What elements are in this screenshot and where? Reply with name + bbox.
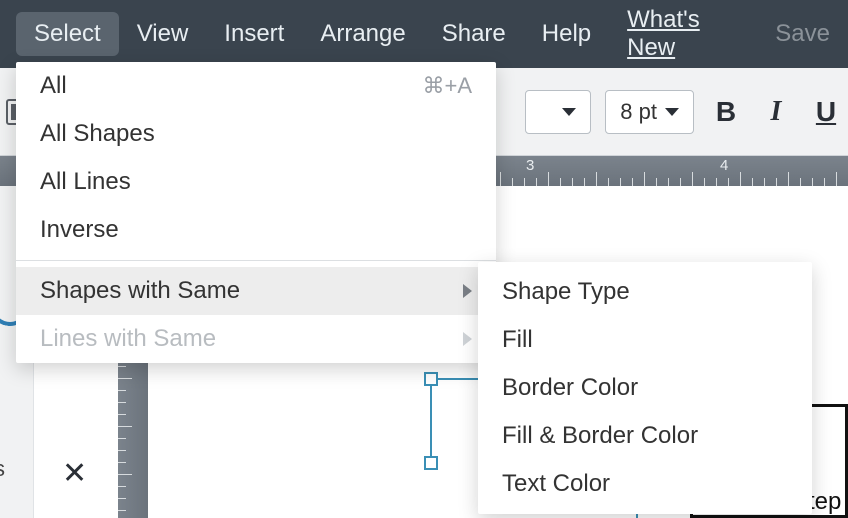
menu-select[interactable]: Select: [16, 12, 119, 56]
menu-item-label: Fill & Border Color: [502, 422, 698, 450]
menu-whats-new[interactable]: What's New: [609, 0, 757, 70]
select-menu: All ⌘+A All Shapes All Lines Inverse Sha…: [16, 62, 496, 363]
menu-item-inverse[interactable]: Inverse: [16, 206, 496, 254]
chevron-right-icon: [463, 332, 472, 346]
menu-share[interactable]: Share: [424, 12, 524, 56]
menu-separator: [16, 260, 496, 261]
menu-item-lines-with-same: Lines with Same: [16, 315, 496, 363]
selection-edge: [430, 386, 432, 466]
menu-shortcut: ⌘+A: [422, 73, 472, 99]
submenu-shape-type[interactable]: Shape Type: [478, 268, 812, 316]
submenu-text-color[interactable]: Text Color: [478, 460, 812, 508]
menu-item-all[interactable]: All ⌘+A: [16, 62, 496, 110]
chevron-down-icon: [562, 108, 576, 116]
ruler-number: 3: [526, 157, 534, 174]
menu-item-shapes-with-same[interactable]: Shapes with Same: [16, 267, 496, 315]
submenu-fill-border-color[interactable]: Fill & Border Color: [478, 412, 812, 460]
italic-button[interactable]: I: [758, 96, 794, 128]
menu-item-label: All Shapes: [40, 120, 155, 148]
menu-item-all-shapes[interactable]: All Shapes: [16, 110, 496, 158]
menubar: Select View Insert Arrange Share Help Wh…: [0, 0, 848, 68]
selection-handle[interactable]: [424, 372, 438, 386]
font-size-select[interactable]: 8 pt: [605, 90, 694, 134]
underline-button[interactable]: U: [808, 96, 844, 128]
menu-item-label: Shapes with Same: [40, 277, 240, 305]
menu-item-label: All: [40, 72, 67, 100]
menu-insert[interactable]: Insert: [206, 12, 302, 56]
menu-item-label: Text Color: [502, 470, 610, 498]
submenu-border-color[interactable]: Border Color: [478, 364, 812, 412]
menu-item-label: Lines with Same: [40, 325, 216, 353]
menu-item-all-lines[interactable]: All Lines: [16, 158, 496, 206]
menu-arrange[interactable]: Arrange: [302, 12, 423, 56]
menu-item-label: Fill: [502, 326, 533, 354]
menu-item-label: Inverse: [40, 216, 119, 244]
menu-save[interactable]: Save: [757, 12, 848, 56]
menu-item-label: All Lines: [40, 168, 131, 196]
font-family-select[interactable]: [525, 90, 591, 134]
chevron-right-icon: [463, 284, 472, 298]
submenu-fill[interactable]: Fill: [478, 316, 812, 364]
font-size-value: 8 pt: [620, 99, 657, 125]
menu-item-label: Border Color: [502, 374, 638, 402]
menu-view[interactable]: View: [119, 12, 207, 56]
close-panel-button[interactable]: ✕: [62, 456, 87, 491]
shapes-with-same-submenu: Shape Type Fill Border Color Fill & Bord…: [478, 262, 812, 514]
menu-item-label: Shape Type: [502, 278, 630, 306]
ruler-number: 4: [720, 157, 728, 174]
menu-help[interactable]: Help: [524, 12, 609, 56]
layers-label-fragment: s: [0, 456, 5, 482]
selection-handle[interactable]: [424, 456, 438, 470]
chevron-down-icon: [665, 108, 679, 116]
bold-button[interactable]: B: [708, 96, 744, 128]
